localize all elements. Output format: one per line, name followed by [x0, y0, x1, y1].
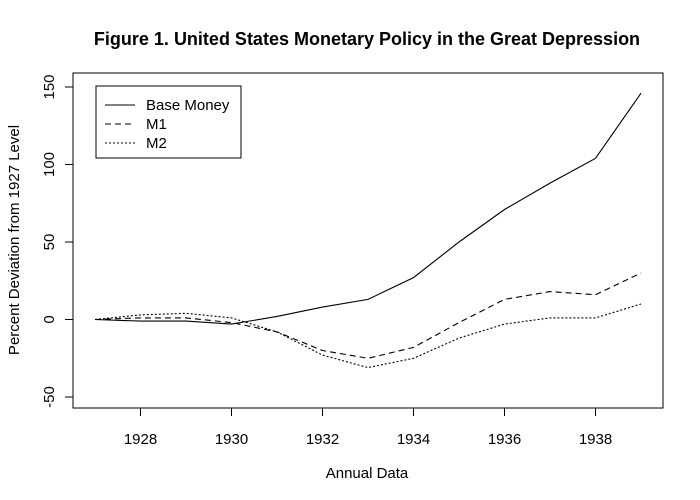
- chart-title: Figure 1. United States Monetary Policy …: [94, 29, 640, 49]
- y-axis-label: Percent Deviation from 1927 Level: [6, 125, 23, 355]
- plot-area: [94, 92, 642, 369]
- y-tick-label: 100: [41, 152, 58, 177]
- plot-frame: [72, 72, 664, 409]
- legend-label: M1: [146, 116, 167, 133]
- x-tick-label: 1936: [488, 431, 521, 448]
- y-tick-label: 0: [41, 315, 58, 323]
- x-tick-label: 1930: [215, 431, 248, 448]
- legend-box: [95, 85, 242, 159]
- series-line-m2: [94, 303, 642, 369]
- legend-label: Base Money: [146, 97, 230, 114]
- y-tick-label: -50: [41, 386, 58, 408]
- x-tick-label: 1928: [124, 431, 157, 448]
- x-axis: 1928 1930 1932 1934 1936 1938: [124, 408, 612, 448]
- series-line-base-money: [94, 92, 642, 325]
- x-tick-label: 1934: [397, 431, 430, 448]
- legend-label: M2: [146, 135, 167, 152]
- x-tick-label: 1932: [306, 431, 339, 448]
- y-tick-label: 150: [41, 74, 58, 99]
- y-axis: -50 0 50 100 150: [41, 74, 73, 408]
- legend: Base Money M1 M2: [95, 85, 242, 159]
- x-tick-label: 1938: [579, 431, 612, 448]
- x-axis-label: Annual Data: [326, 465, 409, 482]
- series-line-m1: [94, 272, 642, 359]
- y-tick-label: 50: [41, 234, 58, 251]
